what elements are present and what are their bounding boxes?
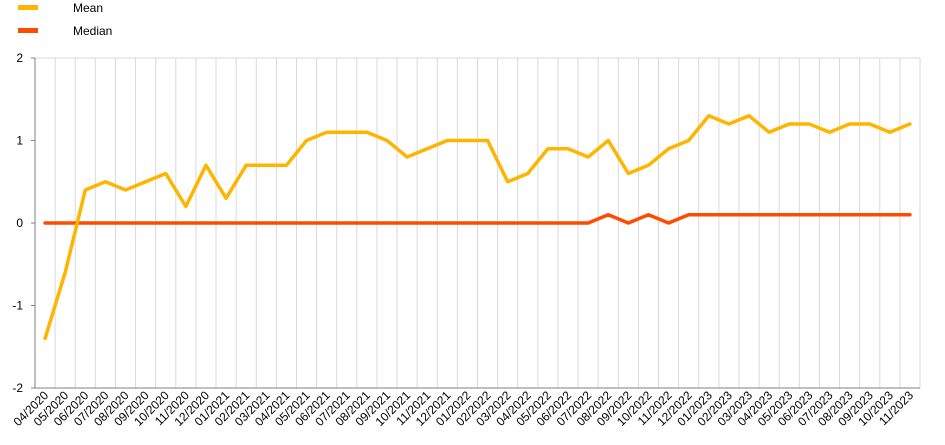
series-line-median xyxy=(43,213,912,225)
legend-swatch-mean xyxy=(18,5,38,10)
legend-label-median: Median xyxy=(73,24,112,38)
axes: 210-1-204/202005/202006/202007/202008/20… xyxy=(11,51,920,429)
y-tick-label: 0 xyxy=(16,216,23,230)
legend: Mean Median xyxy=(18,1,112,38)
y-tick-label: -1 xyxy=(12,299,23,313)
y-tick-label: 1 xyxy=(16,134,23,148)
y-tick-label: -2 xyxy=(12,381,23,395)
y-tick-label: 2 xyxy=(16,51,23,65)
legend-label-mean: Mean xyxy=(73,1,103,15)
series-layer xyxy=(43,114,912,341)
series-line-mean xyxy=(43,114,912,341)
legend-swatch-median xyxy=(18,28,38,33)
